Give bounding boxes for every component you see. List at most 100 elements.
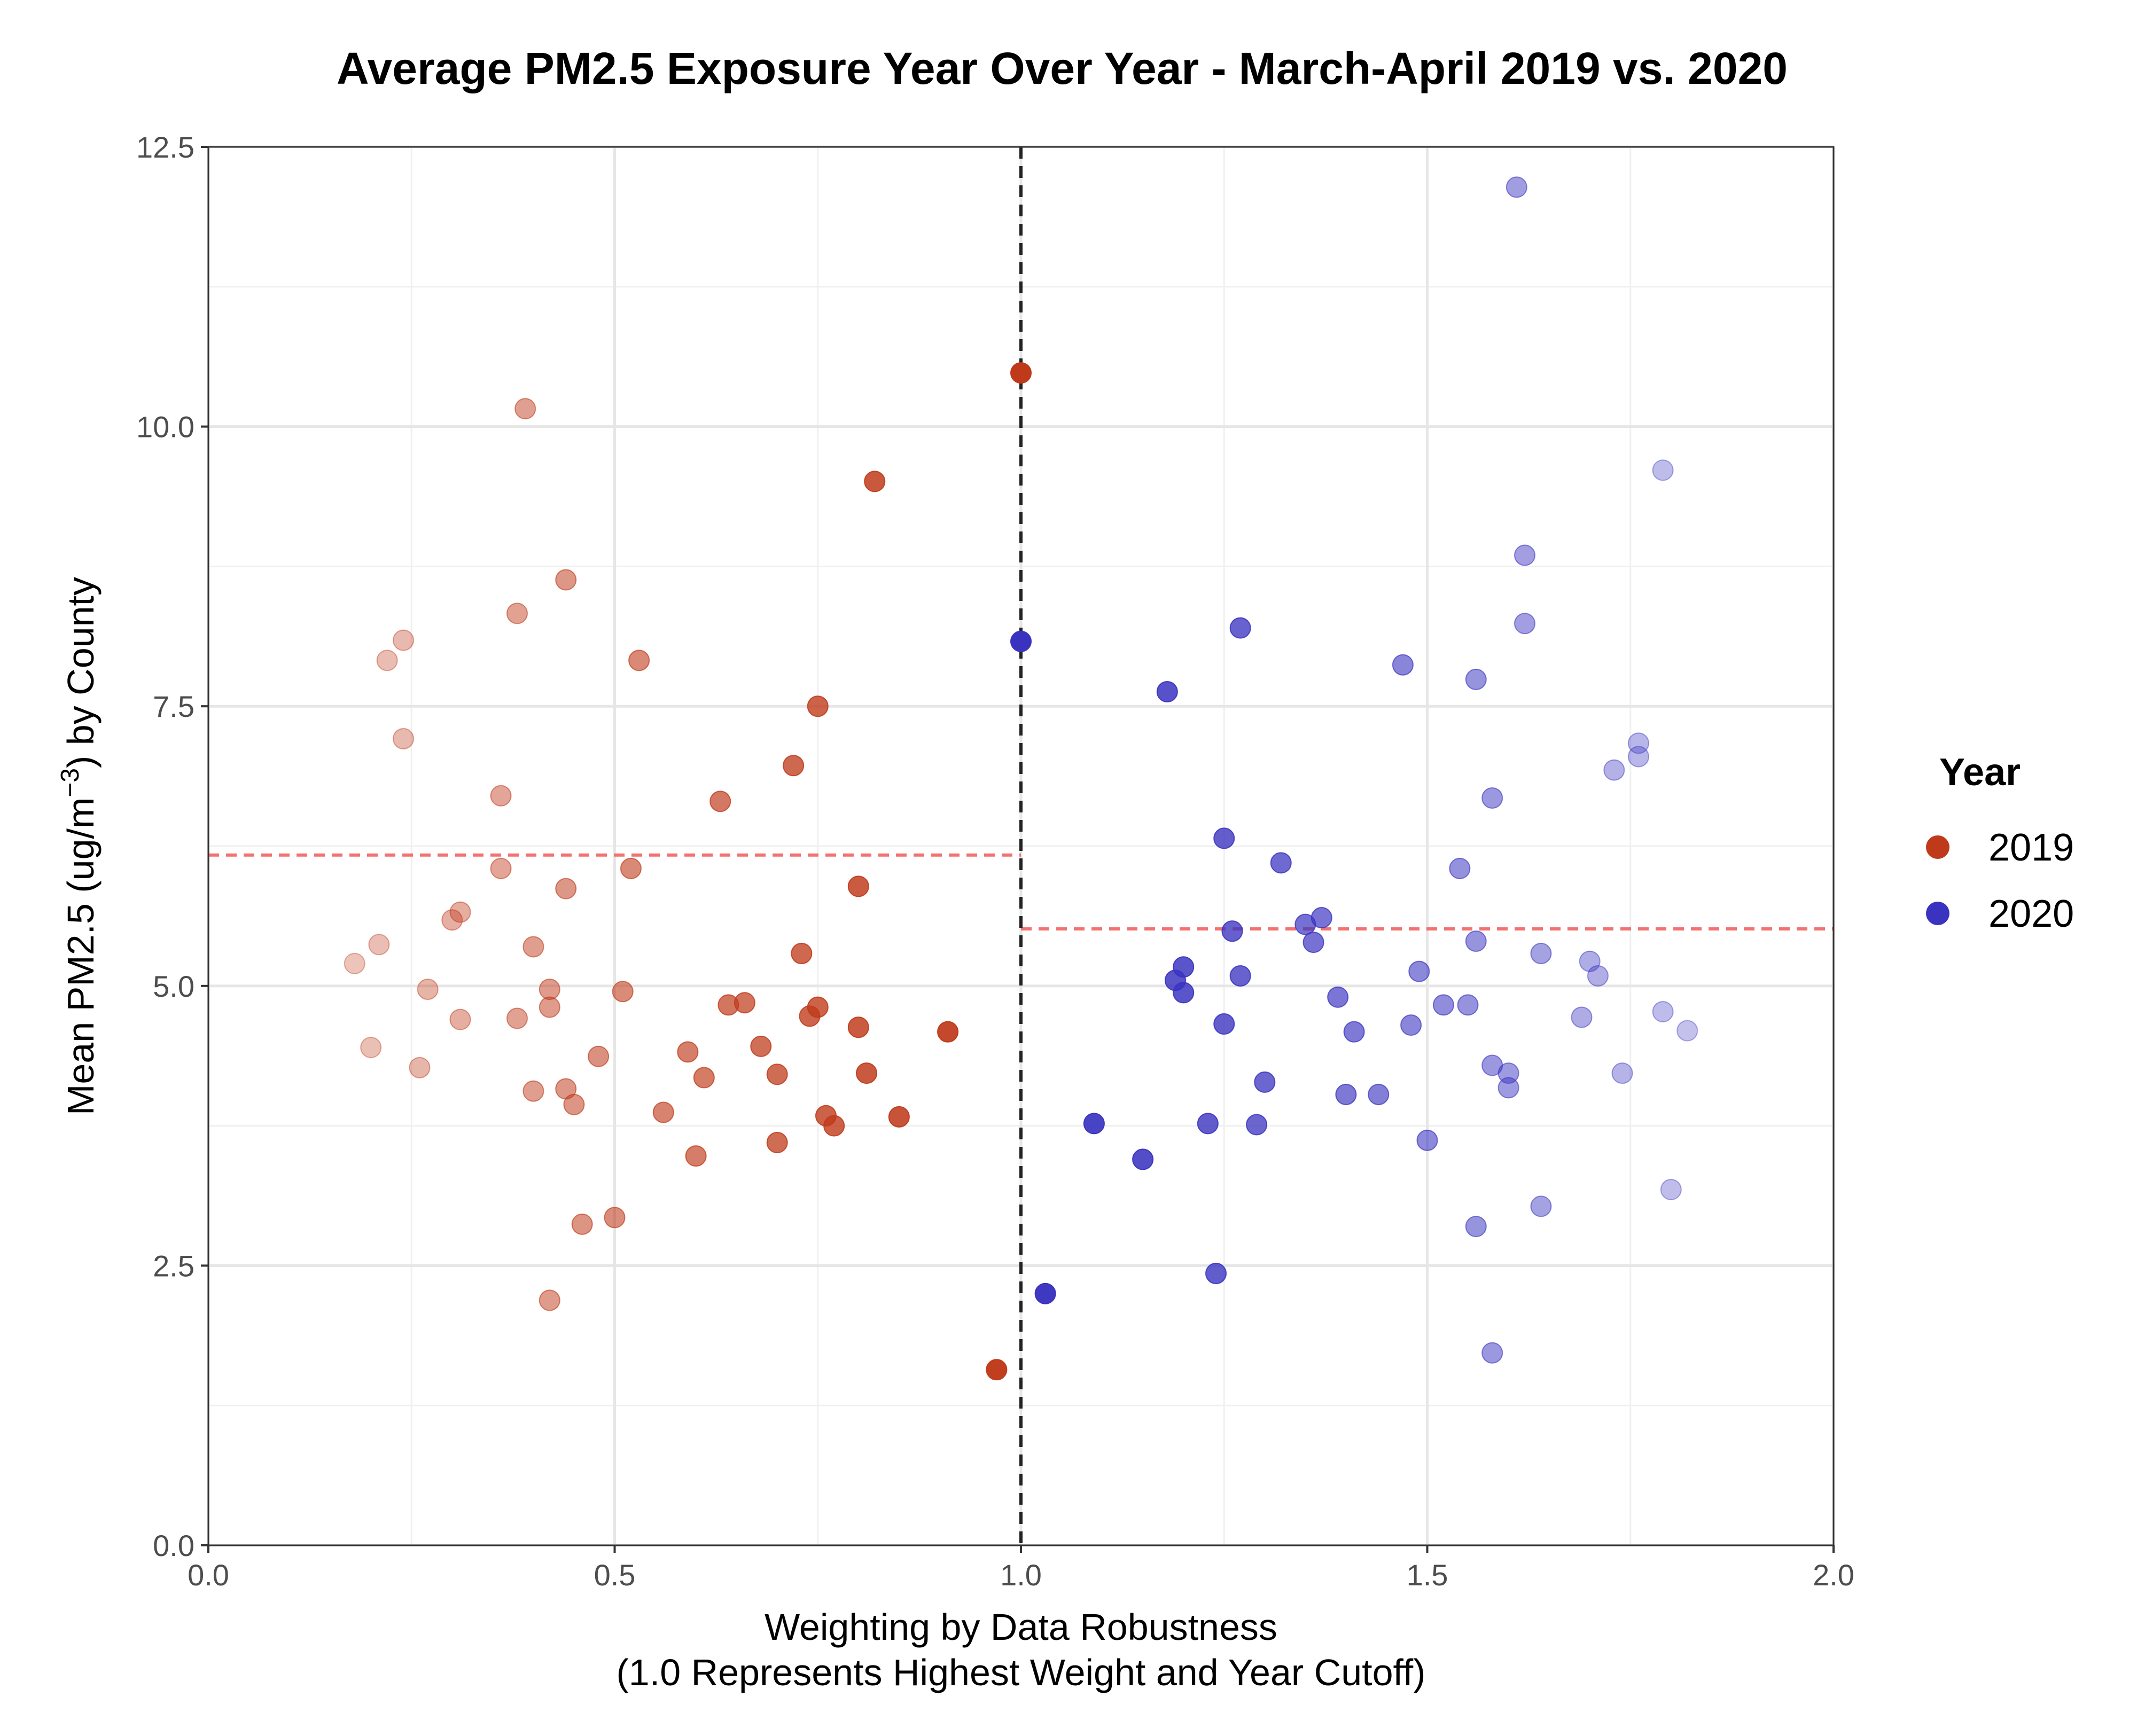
x-axis-label-line1: Weighting by Data Robustness: [765, 1606, 1277, 1648]
data-point-2020: [1603, 759, 1625, 781]
data-point-2020: [1205, 1263, 1227, 1285]
data-point-2020: [1498, 1077, 1519, 1099]
data-point-2020: [1368, 1083, 1390, 1105]
data-point-2019: [766, 1132, 788, 1154]
legend-title: Year: [1939, 751, 2021, 794]
data-point-2019: [555, 878, 577, 900]
data-point-2019: [393, 629, 415, 651]
x-tick-label: 1.0: [1000, 1558, 1042, 1592]
data-point-2020: [1416, 1129, 1438, 1151]
data-point-2019: [685, 1145, 707, 1167]
data-point-2019: [490, 785, 512, 807]
data-point-2020: [1676, 1020, 1698, 1042]
data-point-2019: [807, 695, 829, 717]
data-point-2020: [1457, 994, 1479, 1016]
y-tick-label: 0.0: [153, 1529, 194, 1562]
y-axis-label-superscript: −3: [56, 768, 84, 797]
data-point-2020: [1571, 1006, 1593, 1028]
data-point-2020: [1229, 617, 1251, 639]
data-point-2019: [652, 1101, 674, 1123]
data-point-2019: [856, 1062, 878, 1084]
data-point-2020: [1481, 787, 1503, 809]
data-point-2019: [888, 1106, 910, 1128]
data-point-2019: [847, 1016, 869, 1038]
data-point-2019: [555, 569, 577, 591]
data-point-2020: [1652, 1000, 1674, 1022]
data-point-2019: [393, 728, 415, 749]
data-point-2020: [1221, 920, 1243, 942]
data-point-2020: [1400, 1014, 1422, 1036]
data-point-2020: [1173, 956, 1195, 978]
data-point-2019: [409, 1057, 431, 1078]
legend: Year 2019 2020: [1926, 751, 2074, 935]
data-point-2019: [376, 650, 398, 671]
y-tick-label: 10.0: [136, 410, 194, 444]
data-point-2020: [1010, 630, 1032, 652]
data-point-2020: [1506, 176, 1527, 198]
data-point-2019: [506, 1007, 528, 1029]
data-point-2019: [368, 934, 390, 956]
data-point-2019: [506, 603, 528, 624]
data-point-2020: [1498, 1062, 1519, 1084]
y-axis-label-prefix: Mean PM2.5 (ug/m: [60, 797, 102, 1115]
plot-panel: [207, 145, 1835, 1547]
data-point-2020: [1465, 930, 1487, 952]
legend-key-2019: [1926, 835, 1949, 859]
data-point-2019: [360, 1036, 382, 1058]
data-point-2019: [693, 1067, 715, 1089]
data-point-2019: [815, 1105, 837, 1127]
x-axis: 0.0 0.5 1.0 1.5 2.0: [188, 1544, 1854, 1592]
data-point-2019: [604, 1207, 626, 1229]
data-point-2019: [522, 936, 544, 958]
data-point-2019: [522, 1080, 544, 1102]
data-point-2020: [1627, 732, 1649, 754]
data-point-2019: [791, 943, 813, 965]
x-tick-label: 0.0: [188, 1558, 229, 1592]
x-tick-label: 0.5: [594, 1558, 636, 1592]
data-point-2020: [1579, 950, 1601, 972]
data-point-2019: [864, 471, 886, 492]
data-point-2020: [1408, 960, 1430, 982]
data-point-2020: [1481, 1342, 1503, 1364]
y-axis-label: Mean PM2.5 (ug/m−3) by County: [56, 577, 102, 1115]
legend-key-2020: [1926, 902, 1949, 925]
data-point-2020: [1611, 1062, 1633, 1084]
x-tick-label: 1.5: [1407, 1558, 1448, 1592]
data-point-2020: [1229, 965, 1251, 987]
data-point-2020: [1652, 459, 1674, 481]
data-point-2019: [555, 1078, 577, 1100]
data-point-2020: [1432, 994, 1454, 1016]
x-tick-label: 2.0: [1813, 1558, 1854, 1592]
data-point-2020: [1335, 1083, 1357, 1105]
data-point-2020: [1213, 1013, 1235, 1035]
data-point-2019: [514, 398, 536, 420]
data-point-2019: [539, 1289, 560, 1311]
data-point-2019: [417, 979, 439, 1000]
y-tick-label: 7.5: [153, 690, 194, 723]
data-point-2019: [709, 791, 731, 812]
data-point-2019: [628, 650, 650, 671]
data-point-2019: [612, 981, 634, 1003]
data-point-2019: [571, 1213, 593, 1235]
data-point-2019: [847, 875, 869, 897]
data-point-2019: [750, 1035, 772, 1057]
data-point-2020: [1343, 1021, 1365, 1043]
data-point-2020: [1514, 544, 1536, 566]
data-point-2020: [1213, 827, 1235, 849]
data-point-2019: [490, 857, 512, 879]
data-point-2020: [1083, 1113, 1105, 1135]
data-point-2020: [1034, 1283, 1056, 1304]
data-point-2020: [1530, 943, 1552, 965]
data-point-2019: [539, 979, 560, 1000]
data-point-2019: [588, 1045, 610, 1067]
data-point-2019: [1010, 362, 1032, 384]
data-point-2020: [1311, 907, 1332, 929]
data-point-2019: [441, 909, 463, 931]
data-point-2020: [1392, 654, 1414, 676]
data-point-2020: [1530, 1195, 1552, 1217]
data-point-2020: [1156, 681, 1178, 702]
data-point-2019: [539, 996, 560, 1018]
data-point-2019: [986, 1359, 1008, 1381]
data-points: [344, 176, 1698, 1381]
data-point-2020: [1627, 746, 1649, 768]
